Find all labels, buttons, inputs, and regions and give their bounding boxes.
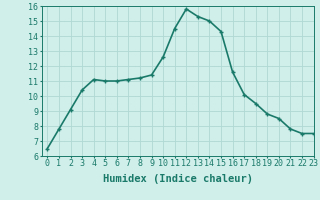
X-axis label: Humidex (Indice chaleur): Humidex (Indice chaleur) <box>103 174 252 184</box>
